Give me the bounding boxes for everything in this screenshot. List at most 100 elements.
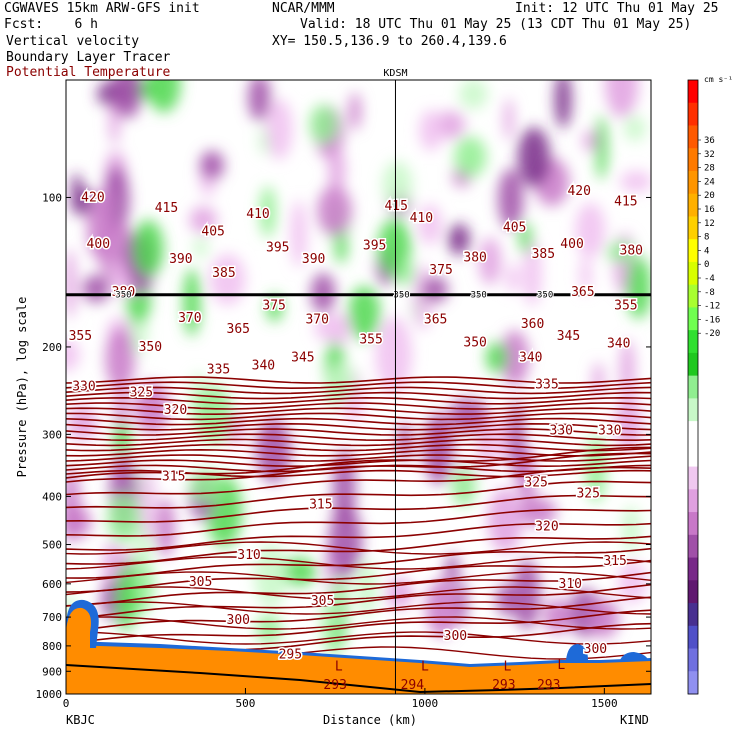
y-tick-label: 200 <box>42 341 62 354</box>
colorbar-swatch <box>688 443 698 468</box>
colorbar-label: 0 <box>704 260 709 270</box>
tropopause-label: 350 <box>393 291 409 301</box>
theta-label: 400 <box>560 237 583 252</box>
theta-label: 355 <box>359 332 382 347</box>
theta-label: 305 <box>311 594 334 609</box>
colorbar-label: 12 <box>704 219 715 229</box>
theta-label: 315 <box>162 470 185 485</box>
colorbar-swatch <box>688 557 698 581</box>
colorbar-swatch <box>688 261 698 286</box>
colorbar-swatch <box>688 489 698 513</box>
theta-label: 410 <box>410 211 433 226</box>
theta-label: 295 <box>279 647 302 662</box>
terrain-fill <box>66 645 651 694</box>
colorbar-swatch <box>688 284 698 308</box>
theta-label: 385 <box>212 266 235 281</box>
colorbar-swatch <box>688 671 698 695</box>
colorbar-label: 24 <box>704 177 715 187</box>
x-tick-label: 1500 <box>591 697 618 710</box>
tracer-bump <box>566 644 588 660</box>
tracer-label: L <box>335 659 343 674</box>
colorbar-label: 28 <box>704 164 715 174</box>
theta-contour <box>66 391 651 400</box>
theta-contour <box>66 535 651 565</box>
colorbar-label: 32 <box>704 150 715 160</box>
theta-label: 300 <box>227 613 250 628</box>
valid-time: Valid: 18 UTC Thu 01 May 25 (13 CDT Thu … <box>300 17 692 32</box>
y-axis: 100 200 300 400 500 600 700 800 900 1000 <box>36 191 651 701</box>
colorbar-swatch <box>688 239 698 263</box>
theta-label: 360 <box>521 317 544 332</box>
theta-label: 415 <box>384 199 407 214</box>
tracer-label: 293 <box>492 678 515 693</box>
x-tick-label: 500 <box>236 697 256 710</box>
colorbar-swatch <box>688 330 698 354</box>
theta-contour <box>66 541 651 555</box>
theta-label: 405 <box>201 224 224 239</box>
colorbar-label: 20 <box>704 191 715 201</box>
colorbar-label: -8 <box>704 288 715 298</box>
colorbar: 36 32 28 24 20 16 12 8 4 0 -4 -8 -12 -16 -20 <box>687 79 720 695</box>
colorbar-swatch <box>688 625 698 650</box>
theta-label: 410 <box>246 207 269 222</box>
theta-label: 370 <box>305 312 328 327</box>
theta-label: 325 <box>524 475 547 490</box>
theta-contour <box>66 386 651 395</box>
theta-label: 340 <box>607 337 630 352</box>
colorbar-label: 4 <box>704 246 709 256</box>
field-vertical-velocity: Vertical velocity <box>6 34 140 49</box>
colorbar-label: 8 <box>704 233 709 243</box>
theta-contour <box>66 494 651 523</box>
theta-label: 370 <box>178 311 201 326</box>
theta-contour <box>66 571 651 607</box>
theta-label: 340 <box>519 350 542 365</box>
y-tick-label: 1000 <box>36 688 63 701</box>
model-title: CGWAVES 15km ARW-GFS init <box>4 1 200 16</box>
theta-label: 345 <box>557 329 580 344</box>
x-tick-label: 0 <box>63 697 70 710</box>
theta-contour <box>66 446 651 479</box>
theta-label: 310 <box>559 577 582 592</box>
theta-label: 355 <box>69 329 92 344</box>
tropopause-label: 350 <box>115 291 131 301</box>
theta-label: 325 <box>130 385 153 400</box>
theta-label: 305 <box>189 575 212 590</box>
colorbar-swatch <box>688 125 698 149</box>
theta-label: 415 <box>614 195 637 210</box>
y-tick-label: 500 <box>42 539 62 552</box>
theta-contour <box>66 381 651 390</box>
colorbar-swatch <box>688 648 698 672</box>
theta-label: 315 <box>603 554 626 569</box>
theta-label: 315 <box>309 497 332 512</box>
colorbar-swatch <box>688 534 698 559</box>
theta-label: 420 <box>567 184 590 199</box>
theta-contour <box>66 452 651 483</box>
theta-label: 325 <box>576 487 599 502</box>
y-tick-label: 600 <box>42 578 62 591</box>
colorbar-swatch <box>688 512 698 536</box>
theta-label: 380 <box>112 285 135 300</box>
theta-contour <box>66 417 651 426</box>
theta-contour <box>66 559 651 593</box>
colorbar-swatch <box>688 216 698 240</box>
x-end-right-label: KIND <box>620 713 649 727</box>
x-tick-label: 1000 <box>412 697 439 710</box>
theta-label: 330 <box>598 424 621 439</box>
y-tick-label: 400 <box>42 490 62 503</box>
theta-contour <box>66 459 651 468</box>
y-tick-label: 300 <box>42 428 62 441</box>
colorbar-label: -4 <box>704 274 715 284</box>
tropopause-label: 350 <box>537 291 553 301</box>
theta-label: 400 <box>87 237 110 252</box>
theta-contours <box>66 376 651 675</box>
theta-label: 375 <box>429 263 452 278</box>
tracer-label: 293 <box>323 678 346 693</box>
colorbar-swatch <box>688 398 698 422</box>
y-tick-label: 700 <box>42 611 62 624</box>
y-tick-label: 100 <box>42 191 62 204</box>
theta-label: 385 <box>532 247 555 262</box>
theta-label: 380 <box>620 244 643 259</box>
y-axis-label: Pressure (hPa), log scale <box>15 297 29 478</box>
